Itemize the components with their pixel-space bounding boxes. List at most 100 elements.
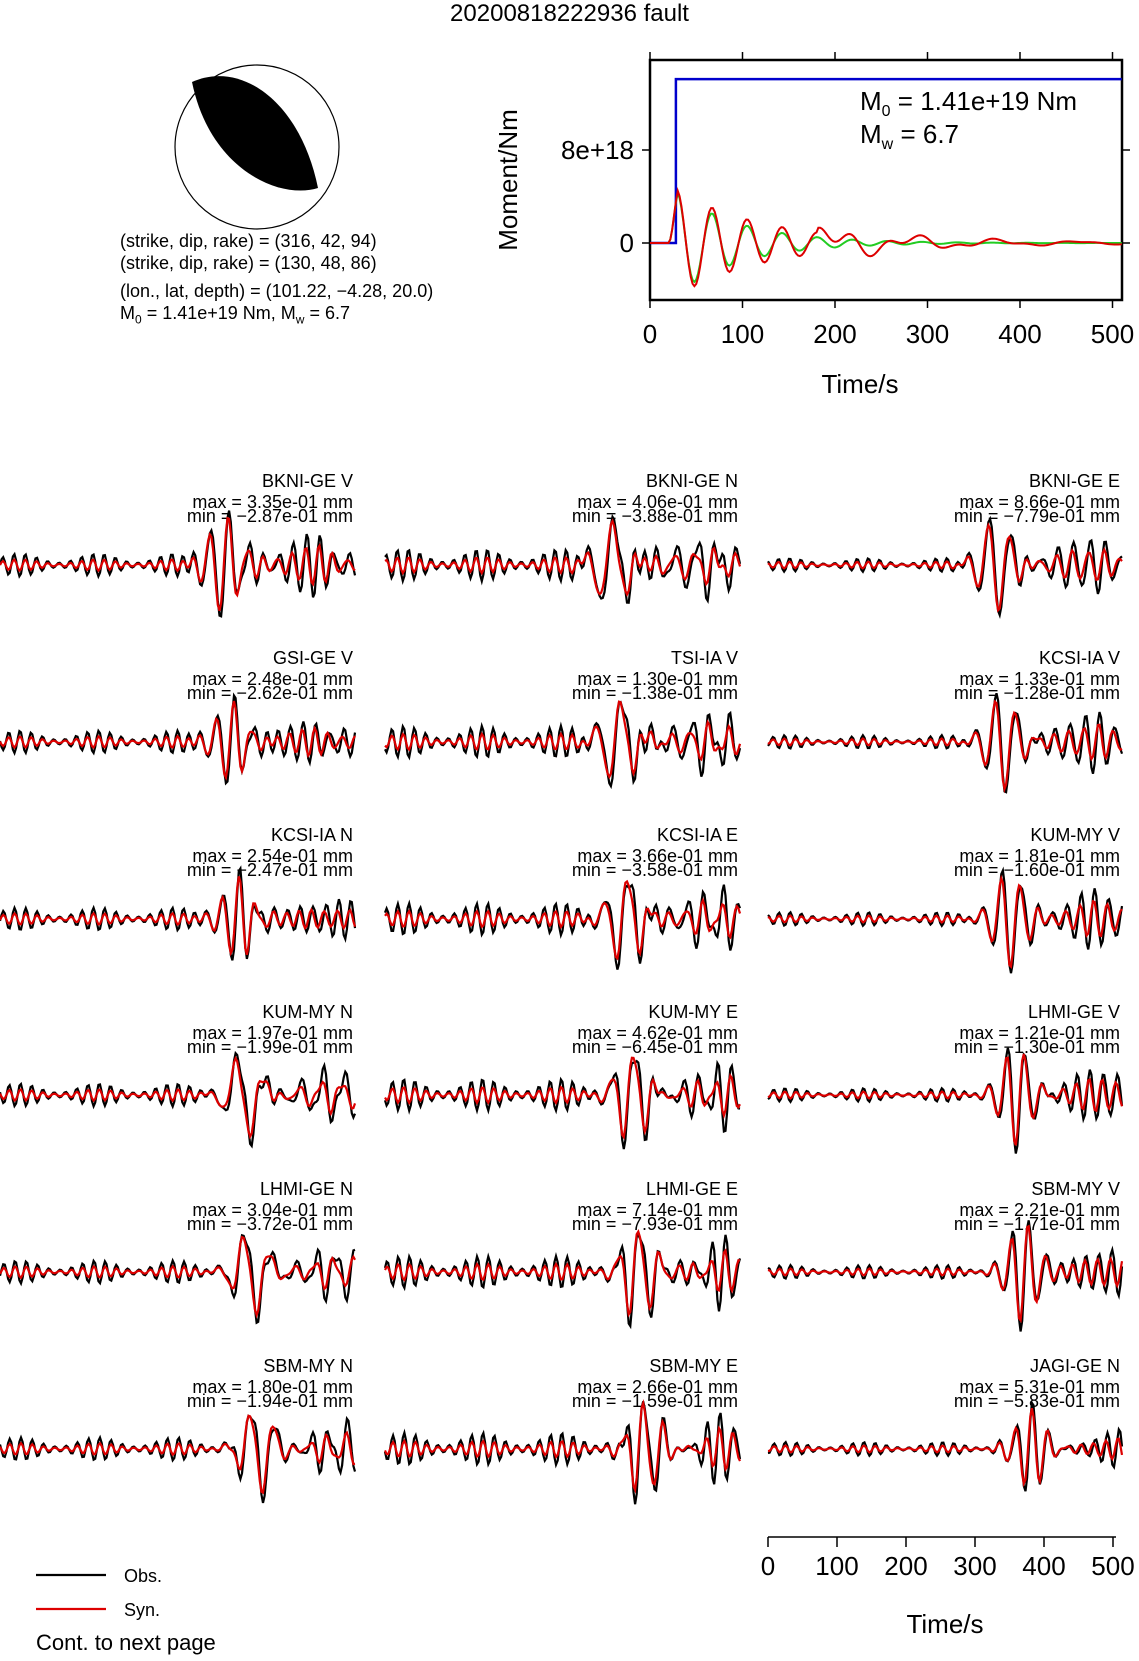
max-amplitude: max = 4.62e-01 mm bbox=[577, 1023, 738, 1043]
station-label: LHMI-GE E bbox=[646, 1179, 738, 1199]
synthetic-trace bbox=[384, 879, 742, 961]
max-amplitude: max = 7.14e-01 mm bbox=[577, 1200, 738, 1220]
station-label: KCSI-IA N bbox=[271, 825, 353, 845]
stf-y-tick-label: 0 bbox=[620, 228, 634, 258]
stf-x-tick-label: 300 bbox=[906, 319, 949, 349]
stf-x-tick-label: 500 bbox=[1091, 319, 1134, 349]
max-amplitude: max = 8.66e-01 mm bbox=[959, 492, 1120, 512]
station-label: KCSI-IA E bbox=[657, 825, 738, 845]
min-amplitude: min = −1.30e-01 mm bbox=[954, 1037, 1120, 1057]
synthetic-trace bbox=[0, 876, 357, 957]
moment-line: M0 = 1.41e+19 Nm, Mw = 6.7 bbox=[120, 303, 350, 327]
min-amplitude: min = −1.38e-01 mm bbox=[572, 683, 738, 703]
max-amplitude: max = 1.33e-01 mm bbox=[959, 669, 1120, 689]
stf-m0-label: M0 = 1.41e+19 Nm bbox=[860, 86, 1077, 120]
min-amplitude: min = −2.87e-01 mm bbox=[187, 506, 353, 526]
station-label: KUM-MY V bbox=[1030, 825, 1120, 845]
stf-x-tick-label: 200 bbox=[813, 319, 856, 349]
max-amplitude: max = 1.21e-01 mm bbox=[959, 1023, 1120, 1043]
legend-obs-label: Obs. bbox=[124, 1566, 162, 1586]
synthetic-trace bbox=[767, 1224, 1124, 1324]
synthetic-trace bbox=[767, 522, 1123, 613]
figure-title: 20200818222936 fault bbox=[450, 0, 689, 27]
stf-green-curve bbox=[650, 188, 1122, 284]
synthetic-trace bbox=[0, 1055, 357, 1140]
trace-x-tick-label: 200 bbox=[884, 1551, 927, 1581]
observed-trace bbox=[0, 1233, 356, 1325]
max-amplitude: max = 3.04e-01 mm bbox=[192, 1200, 353, 1220]
min-amplitude: min = −3.72e-01 mm bbox=[187, 1214, 353, 1234]
synthetic-trace bbox=[0, 700, 356, 781]
trace-x-tick-label: 400 bbox=[1022, 1551, 1065, 1581]
max-amplitude: max = 4.06e-01 mm bbox=[577, 492, 738, 512]
observed-trace bbox=[383, 1401, 742, 1505]
min-amplitude: min = −7.79e-01 mm bbox=[954, 506, 1120, 526]
max-amplitude: max = 5.31e-01 mm bbox=[959, 1377, 1120, 1397]
observed-trace bbox=[383, 1232, 742, 1330]
stf-x-axis-label: Time/s bbox=[821, 369, 898, 399]
synthetic-trace bbox=[0, 1414, 356, 1495]
stf-x-tick-label: 0 bbox=[643, 319, 657, 349]
min-amplitude: min = −3.58e-01 mm bbox=[572, 860, 738, 880]
synthetic-trace bbox=[767, 874, 1123, 969]
observed-trace bbox=[384, 513, 742, 605]
station-label: KUM-MY N bbox=[262, 1002, 353, 1022]
station-label: BKNI-GE E bbox=[1029, 471, 1120, 491]
min-amplitude: min = −1.60e-01 mm bbox=[954, 860, 1120, 880]
synthetic-trace bbox=[767, 1053, 1124, 1146]
synthetic-trace bbox=[767, 1407, 1124, 1488]
beachball-icon bbox=[174, 64, 340, 230]
station-label: SBM-MY V bbox=[1031, 1179, 1120, 1199]
stf-x-tick-label: 100 bbox=[721, 319, 764, 349]
max-amplitude: max = 3.35e-01 mm bbox=[192, 492, 353, 512]
mechanism-text: (strike, dip, rake) = (316, 42, 94) (str… bbox=[120, 230, 433, 331]
observed-trace bbox=[0, 1050, 357, 1149]
stf-mw-label: Mw = 6.7 bbox=[860, 119, 959, 153]
synthetic-trace bbox=[384, 518, 742, 597]
min-amplitude: min = −1.59e-01 mm bbox=[572, 1391, 738, 1411]
station-label: LHMI-GE N bbox=[260, 1179, 353, 1199]
trace-x-tick-label: 0 bbox=[761, 1551, 775, 1581]
synthetic-trace bbox=[384, 700, 742, 780]
synthetic-trace bbox=[767, 699, 1123, 794]
max-amplitude: max = 1.80e-01 mm bbox=[192, 1377, 353, 1397]
min-amplitude: min = −1.94e-01 mm bbox=[187, 1391, 353, 1411]
observed-trace bbox=[0, 1414, 357, 1504]
max-amplitude: max = 2.48e-01 mm bbox=[192, 669, 353, 689]
max-amplitude: max = 1.30e-01 mm bbox=[577, 669, 738, 689]
station-label: TSI-IA V bbox=[671, 648, 738, 668]
observed-trace bbox=[384, 700, 742, 790]
trace-x-tick-label: 500 bbox=[1091, 1551, 1134, 1581]
min-amplitude: min = −2.47e-01 mm bbox=[187, 860, 353, 880]
observed-trace bbox=[0, 692, 357, 786]
synthetic-trace bbox=[0, 516, 356, 612]
location: (lon., lat, depth) = (101.22, −4.28, 20.… bbox=[120, 281, 434, 301]
trace-x-tick-label: 100 bbox=[815, 1551, 858, 1581]
min-amplitude: min = −1.71e-01 mm bbox=[954, 1214, 1120, 1234]
min-amplitude: min = −5.83e-01 mm bbox=[954, 1391, 1120, 1411]
max-amplitude: max = 1.97e-01 mm bbox=[192, 1023, 353, 1043]
observed-trace bbox=[383, 1059, 741, 1150]
station-label: KUM-MY E bbox=[648, 1002, 738, 1022]
trace-x-tick-label: 300 bbox=[953, 1551, 996, 1581]
min-amplitude: min = −7.93e-01 mm bbox=[572, 1214, 738, 1234]
footer-note: Cont. to next page bbox=[36, 1630, 216, 1655]
min-amplitude: min = −6.45e-01 mm bbox=[572, 1037, 738, 1057]
